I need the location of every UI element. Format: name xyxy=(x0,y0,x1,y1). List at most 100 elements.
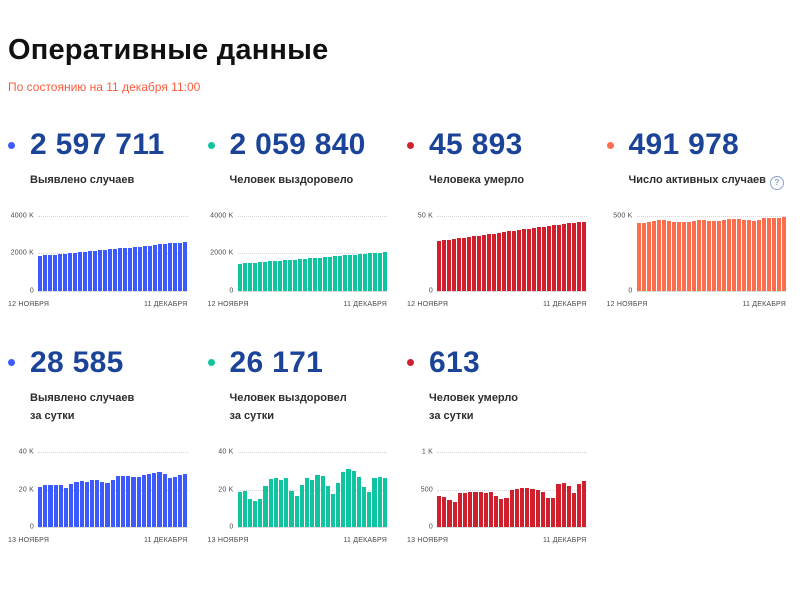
bar xyxy=(561,483,566,528)
bar xyxy=(571,492,577,528)
bar xyxy=(272,261,277,291)
bar-chart-deaths-daily: 1 K 500 0 13 НОЯБРЯ 11 ДЕКАБРЯ xyxy=(407,444,591,544)
bar xyxy=(741,219,746,291)
bar xyxy=(530,489,535,528)
bar-series xyxy=(437,452,587,528)
chart-plot-area: 4000 K 2000 K 0 xyxy=(210,212,388,294)
bar xyxy=(79,480,84,528)
bar xyxy=(372,252,377,291)
bar xyxy=(242,490,247,528)
bar xyxy=(525,488,530,528)
bar xyxy=(517,230,522,291)
bar xyxy=(537,227,542,291)
bar xyxy=(661,220,666,291)
bar xyxy=(567,223,572,291)
bar xyxy=(542,226,547,291)
bar xyxy=(547,226,552,291)
bar xyxy=(477,235,482,291)
bar xyxy=(346,469,351,528)
stat-label-text: Число активных случаев xyxy=(628,174,766,186)
gridline xyxy=(437,215,587,217)
stat-value: 491 978 xyxy=(628,128,740,161)
bar xyxy=(731,219,736,291)
bar xyxy=(776,217,781,291)
bar xyxy=(257,262,262,291)
x-axis-end-label: 11 ДЕКАБРЯ xyxy=(343,537,387,545)
bar xyxy=(492,233,497,291)
bar xyxy=(457,493,462,528)
stat-value: 613 xyxy=(429,345,480,379)
bar xyxy=(716,220,721,291)
bar xyxy=(377,252,382,291)
bar xyxy=(337,255,342,291)
bar xyxy=(304,478,310,528)
bar-series xyxy=(38,452,188,528)
page-subtitle: По состоянию на 11 декабря 11:00 xyxy=(8,80,201,94)
bar xyxy=(157,472,162,528)
chart-plot-area: 40 K 20 K 0 xyxy=(218,449,387,531)
stat-label: Выявлено случаев за сутки xyxy=(30,389,192,426)
bar xyxy=(168,243,173,291)
bar xyxy=(482,234,487,291)
stat-card-recovered-daily: 26 171 Человек выздоровел за сутки 40 K 20… xyxy=(207,346,392,545)
x-axis-start-label: 12 НОЯБРЯ xyxy=(207,300,249,308)
bar xyxy=(552,225,557,291)
bar xyxy=(641,223,646,291)
chart-plot-area: 50 K 0 xyxy=(418,212,587,294)
stat-label-text: Человек выздоровел xyxy=(229,391,347,404)
bar xyxy=(273,478,278,528)
bar-series xyxy=(437,216,587,291)
bar xyxy=(320,475,325,528)
bar xyxy=(447,239,452,291)
bar xyxy=(242,263,247,291)
bar xyxy=(507,231,512,291)
bar xyxy=(382,478,387,528)
gridline xyxy=(38,253,188,255)
bar xyxy=(173,242,178,291)
stat-label-text: Выявлено случаев xyxy=(30,174,135,186)
bar xyxy=(691,220,696,291)
bar-chart-active-cases: 500 K 0 12 НОЯБРЯ 11 ДЕКАБРЯ xyxy=(607,208,791,308)
bar xyxy=(268,479,273,528)
x-axis-labels: 12 НОЯБРЯ 11 ДЕКАБРЯ xyxy=(407,301,587,308)
y-axis-tick-label: 40 K xyxy=(18,448,34,456)
bar xyxy=(89,480,95,528)
bar xyxy=(48,255,53,291)
bar xyxy=(95,479,100,528)
bar xyxy=(332,256,337,291)
stat-dot xyxy=(8,141,15,149)
stat-label-text-2: за сутки xyxy=(429,410,474,423)
stat-label-text-2: за сутки xyxy=(229,410,275,423)
bar xyxy=(473,491,478,528)
bar xyxy=(746,220,751,291)
bar xyxy=(771,218,776,291)
bar xyxy=(69,484,74,528)
bar xyxy=(686,221,691,291)
bar xyxy=(472,236,477,291)
stat-dot xyxy=(606,141,614,149)
bar xyxy=(483,493,488,528)
chart-plot-area: 40 K 20 K 0 xyxy=(19,449,188,531)
bar xyxy=(141,474,146,528)
x-axis-start-label: 13 НОЯБРЯ xyxy=(407,537,449,545)
y-axis-tick-label: 0 xyxy=(628,287,633,295)
bar xyxy=(527,228,532,291)
bar xyxy=(74,482,79,528)
bar xyxy=(287,259,292,291)
bar xyxy=(279,479,284,528)
bar xyxy=(284,477,289,528)
bar xyxy=(520,487,525,528)
bar xyxy=(357,254,362,291)
bar xyxy=(452,238,457,291)
bar-series xyxy=(237,216,388,291)
x-axis-labels: 12 НОЯБРЯ 11 ДЕКАБРЯ xyxy=(208,301,388,308)
bar xyxy=(437,240,442,291)
stat-label: Человека умерло xyxy=(429,171,591,190)
bar xyxy=(63,487,69,528)
bar xyxy=(110,479,115,528)
bar xyxy=(103,249,108,291)
gridline xyxy=(636,215,786,217)
stat-label: Человек выздоровело xyxy=(230,171,392,190)
help-icon[interactable]: ? xyxy=(769,175,784,190)
